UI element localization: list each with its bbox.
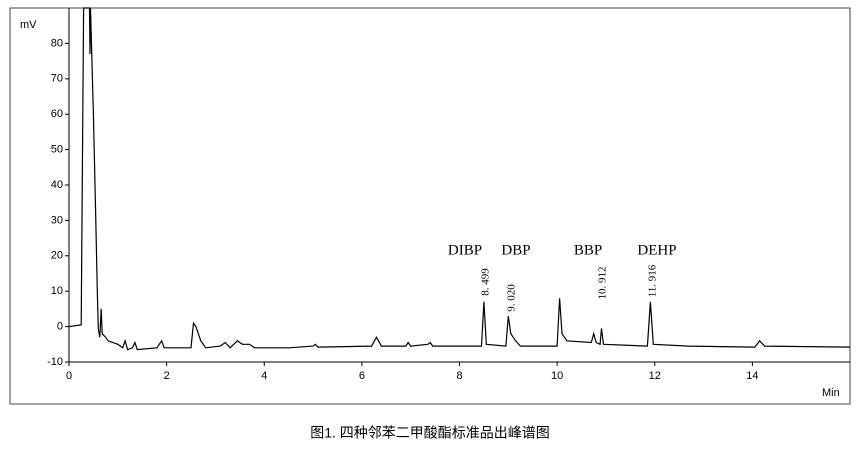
x-tick-label: 0	[66, 370, 72, 382]
frame	[9, 7, 851, 405]
x-tick-label: 12	[649, 370, 661, 382]
signal-line	[68, 7, 851, 351]
x-axis-label: Min	[822, 387, 840, 399]
x-tick-label: 2	[164, 370, 170, 382]
x-tick-label: 14	[746, 370, 758, 382]
y-tick-label: -10	[47, 356, 63, 368]
peak-name: BBP	[574, 242, 602, 258]
peak-name: DIBP	[448, 242, 482, 258]
peak-name: DBP	[501, 242, 530, 258]
y-tick-label: 20	[51, 250, 63, 262]
x-tick-label: 10	[551, 370, 563, 382]
peak-name: DEHP	[637, 242, 676, 258]
peak-label: 11. 916	[647, 264, 659, 297]
y-axis-label: mV	[20, 19, 37, 31]
y-tick-label: 40	[51, 179, 63, 191]
x-tick-label: 8	[456, 370, 462, 382]
y-tick-label: 70	[51, 73, 63, 85]
caption: 图1. 四种邻苯二甲酸酯标准品出峰谱图	[310, 425, 550, 441]
peak-label: 10. 912	[597, 267, 609, 300]
y-tick-label: 50	[51, 144, 63, 156]
x-tick-label: 6	[359, 370, 365, 382]
y-tick-label: 0	[57, 321, 63, 333]
peak-label: 8. 499	[480, 268, 492, 296]
peak-label: 9. 020	[506, 284, 518, 312]
y-tick-label: 80	[51, 37, 63, 49]
y-tick-label: 10	[51, 285, 63, 297]
y-tick-label: 60	[51, 108, 63, 120]
y-tick-label: 30	[51, 214, 63, 226]
x-tick-label: 4	[261, 370, 267, 382]
